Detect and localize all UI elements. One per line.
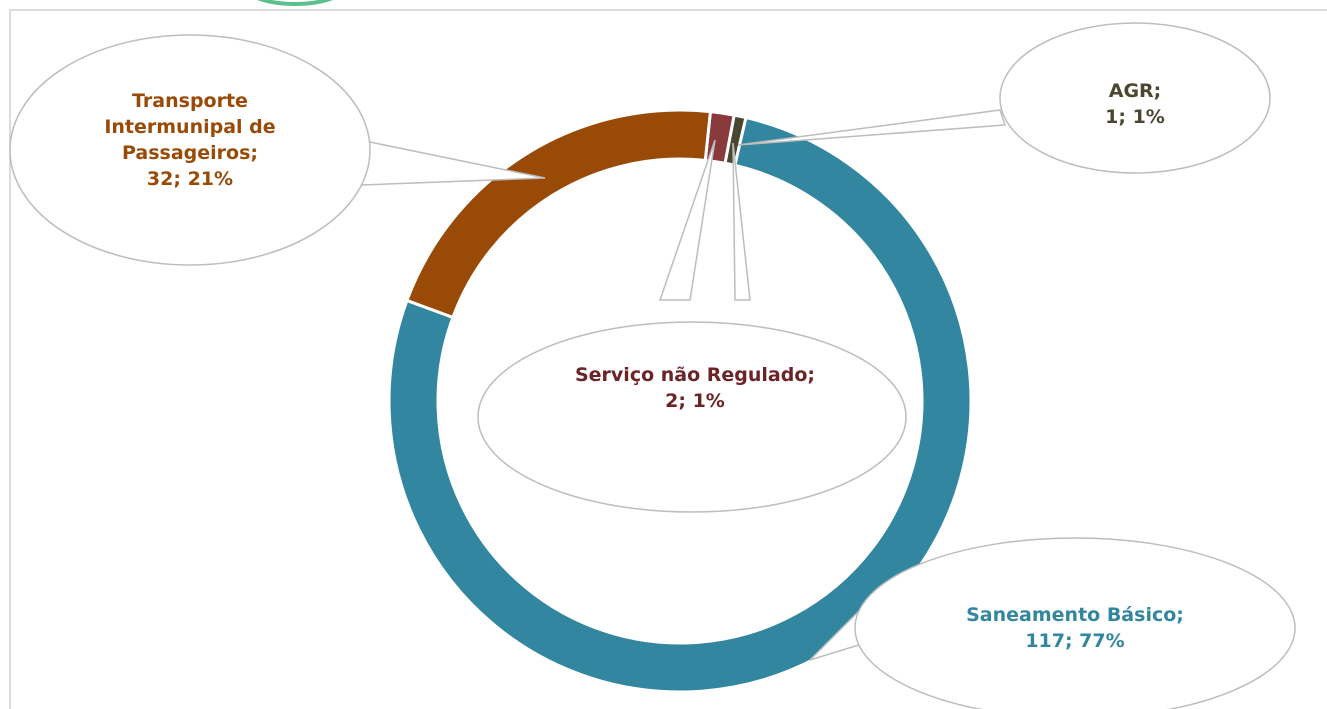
label-value: 32; 21% xyxy=(146,168,234,190)
label-value: 2; 1% xyxy=(665,390,725,412)
donut-segment xyxy=(404,108,713,320)
label-name: AGR; xyxy=(1108,80,1162,102)
callout-pointer xyxy=(737,109,1007,146)
data-label: Transporte Intermunipal de Passageiros; 3… xyxy=(85,88,295,192)
frame xyxy=(9,9,1327,709)
label-name: Transporte Intermunipal de Passageiros; xyxy=(104,90,276,164)
callout-pointer xyxy=(658,139,716,301)
callouts xyxy=(9,22,1296,709)
callout-bubble xyxy=(999,22,1271,174)
data-label: AGR; 1; 1% xyxy=(1060,78,1210,130)
label-name: Serviço não Regulado; xyxy=(574,364,815,386)
callout-bubble xyxy=(9,34,371,266)
callout-bubble xyxy=(854,537,1296,709)
callout-pointer xyxy=(732,142,751,301)
label-value: 1; 1% xyxy=(1105,106,1165,128)
top-tab xyxy=(256,0,334,6)
data-label: Serviço não Regulado; 2; 1% xyxy=(560,362,830,414)
donut xyxy=(387,108,973,694)
label-name: Saneamento Básico; xyxy=(966,604,1184,626)
data-label: Saneamento Básico; 117; 77% xyxy=(920,602,1230,654)
donut-segment xyxy=(387,115,973,694)
callout-bubble xyxy=(477,321,907,513)
label-value: 117; 77% xyxy=(1025,630,1125,652)
